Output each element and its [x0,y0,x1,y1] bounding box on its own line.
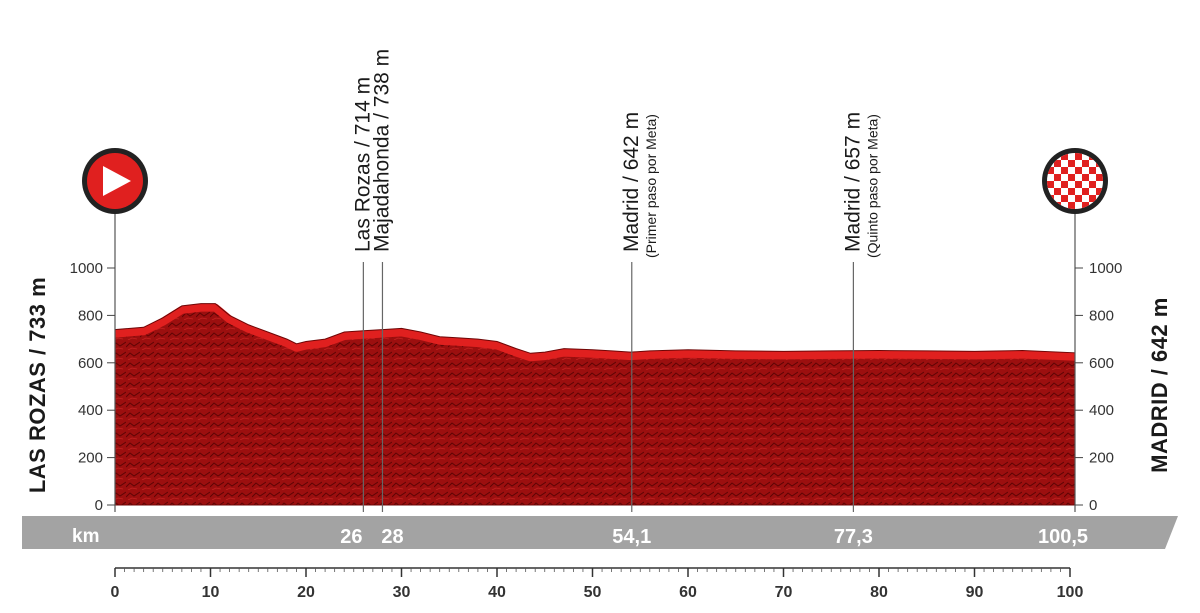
waypoint-label: Madrid / 657 m [841,112,864,252]
distance-tick-label: 60 [679,584,697,601]
elevation-tick-label-left: 200 [78,450,103,467]
km-bar-mark: 77,3 [834,526,873,548]
elevation-tick-label-right: 600 [1089,355,1114,372]
elevation-profile-outline [114,303,1076,506]
checkered-cell [1068,188,1075,195]
distance-tick-label: 40 [488,584,506,601]
checkered-cell [1082,202,1089,209]
checkered-flag-icon [1042,148,1108,214]
checkered-cell [1075,153,1082,160]
checkered-cell [1082,174,1089,181]
checkered-cell [1089,167,1096,174]
km-bar-mark: 28 [381,526,403,548]
profile-layer [114,303,1076,506]
checkered-cells [1047,153,1103,209]
checkered-cell [1068,160,1075,167]
checkered-cell [1061,195,1068,202]
elevation-tick-label-left: 0 [95,497,103,514]
elevation-tick-label-right: 400 [1089,402,1114,419]
checkered-cell [1054,174,1061,181]
elevation-tick-label-left: 800 [78,307,103,324]
checkered-cell [1047,181,1054,188]
play-icon [82,148,148,214]
distance-tick-label: 10 [202,584,220,601]
distance-tick-label: 80 [870,584,888,601]
checkered-cell [1082,188,1089,195]
waypoint-label: Madrid / 642 m [620,112,643,252]
icon-layer [82,148,1108,214]
distance-tick-label: 50 [584,584,602,601]
elevation-tick-label-right: 800 [1089,307,1114,324]
distance-tick-label: 70 [775,584,793,601]
checkered-cell [1089,181,1096,188]
elevation-tick-label-right: 200 [1089,450,1114,467]
checkered-cell [1054,188,1061,195]
elevation-tick-label-right: 1000 [1089,260,1122,277]
km-bar-band [22,516,1178,549]
distance-tick-label: 90 [966,584,984,601]
checkered-cell [1061,181,1068,188]
elevation-tick-label-left: 600 [78,355,103,372]
waypoint-note: (Primer paso por Meta) [643,114,659,258]
distance-tick-label: 20 [297,584,315,601]
waypoint-note: (Quinto paso por Meta) [864,114,880,258]
checkered-cell [1096,174,1103,181]
distance-tick-label: 30 [393,584,411,601]
checkered-cell [1075,167,1082,174]
elevation-tick-label-left: 400 [78,402,103,419]
distance-tick-label: 100 [1057,584,1084,601]
km-bar-mark: 54,1 [612,526,651,548]
elevation-profile-ridge [115,303,1075,362]
checkered-cell [1061,153,1068,160]
elevation-tick-label-left: 1000 [70,260,103,277]
checkered-cell [1047,167,1054,174]
km-bar: km 26 28 54,1 77,3 100,5 [22,516,1178,549]
checkered-cell [1068,202,1075,209]
checkered-cell [1068,174,1075,181]
checkered-cell [1075,181,1082,188]
checkered-cell [1054,160,1061,167]
start-town-label: LAS ROZAS / 733 m [25,276,50,494]
distance-tick-label: 0 [111,584,120,601]
finish-town-label: MADRID / 642 m [1147,297,1172,473]
km-bar-label: km [72,526,99,547]
checkered-cell [1096,188,1103,195]
checkered-cell [1075,195,1082,202]
km-bar-mark: 100,5 [1038,526,1088,548]
km-bar-mark: 26 [340,526,362,548]
waypoint-label: Las Rozas / 714 m [351,77,374,252]
waypoint-label: Majadahonda / 738 m [370,49,393,252]
axis-layer: 0 0 200 200 400 400 600 600 800 800 1000 1000 0 10 20 3… [70,210,1122,601]
play-icon-triangle [103,166,131,196]
checkered-cell [1089,195,1096,202]
elevation-tick-label-right: 0 [1089,497,1097,514]
checkered-cell [1082,160,1089,167]
checkered-cell [1061,167,1068,174]
